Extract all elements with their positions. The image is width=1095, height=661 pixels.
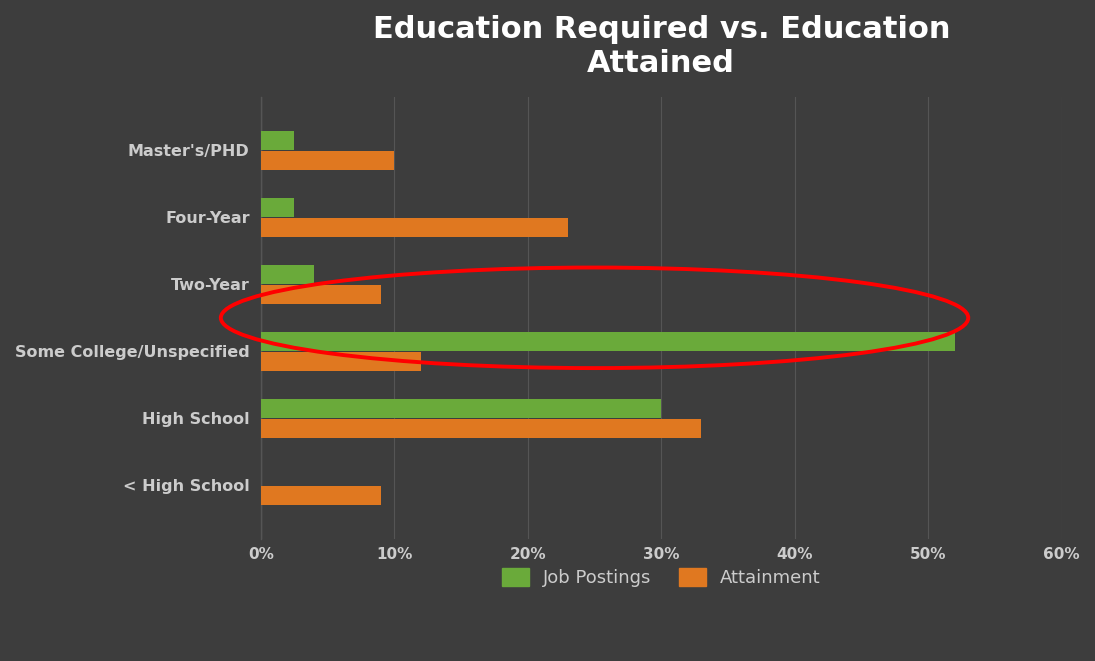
Bar (261, 419, 701, 438)
Bar (261, 198, 295, 217)
Bar (261, 218, 568, 237)
Title: Education Required vs. Education
Attained: Education Required vs. Education Attaine… (372, 15, 950, 77)
Bar (261, 151, 394, 170)
Bar (261, 332, 955, 350)
Bar (261, 352, 420, 371)
Bar (261, 399, 661, 418)
Bar (261, 285, 381, 304)
Bar (261, 131, 295, 149)
Bar (261, 265, 314, 284)
Legend: Job Postings, Attainment: Job Postings, Attainment (493, 559, 830, 596)
Bar (261, 486, 381, 505)
